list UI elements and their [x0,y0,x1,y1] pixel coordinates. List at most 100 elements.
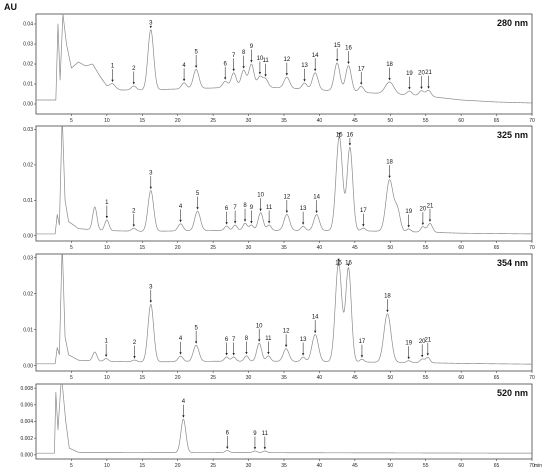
x-tick-label: 50 [388,245,394,251]
x-tick-label: 10 [104,118,110,124]
x-tick-label: 5 [70,463,73,469]
x-tick-label: 50 [388,118,394,124]
peak-label: 1 [105,200,109,206]
y-tick-label: 0.03 [23,255,33,261]
peak-21: 21 [424,337,432,356]
wavelength-label: 325 nm [497,130,528,140]
x-tick-label: 30 [246,463,252,469]
peak-label: 10 [256,323,263,329]
peak-9: 9 [250,205,254,224]
panel-frame [35,253,533,372]
x-unit-label: min [534,463,542,469]
peak-label: 12 [283,57,290,63]
peak-label: 14 [312,53,319,59]
wavelength-label: 280 nm [497,18,528,28]
peak-9: 9 [253,431,257,450]
x-tick-label: 60 [458,375,464,381]
x-tick-label: 70 [529,245,535,251]
y-tick-label: 0.00 [23,363,33,369]
peak-label: 10 [257,56,264,62]
peak-16: 16 [347,133,354,146]
peak-2: 2 [133,340,137,359]
peak-label: 6 [225,337,229,343]
x-tick-label: 65 [494,375,500,381]
peak-15: 15 [335,258,343,267]
y-tick-label: 0.008 [20,386,33,392]
y-tick-label: 0.04 [23,22,33,28]
peak-label: 6 [226,431,230,437]
peak-label: 4 [182,399,186,405]
peak-13: 13 [300,206,307,225]
y-tick-label: 0.01 [23,82,33,88]
peak-label: 11 [262,431,269,437]
peak-10: 10 [256,323,263,342]
peak-12: 12 [283,194,291,213]
peak-label: 15 [334,43,341,49]
y-tick-label: 0.03 [23,42,33,48]
peak-label: 11 [262,58,269,64]
peak-4: 4 [179,336,183,355]
y-tick-label: 0.02 [23,62,33,68]
x-tick-label: 65 [494,463,500,469]
peak-label: 18 [384,294,391,300]
peak-15: 15 [334,43,341,62]
x-tick-label: 35 [281,463,287,469]
y-tick-label: 0.01 [23,198,33,204]
x-tick-label: 20 [175,375,181,381]
x-tick-label: 70 [529,118,535,124]
peak-label: 21 [427,203,434,209]
x-tick-label: 15 [140,245,146,251]
peak-6: 6 [226,431,230,450]
x-tick-label: 25 [210,245,216,251]
chromatogram-trace [36,126,532,235]
peak-1: 1 [105,200,109,219]
x-tick-label: 45 [352,375,358,381]
peak-label: 15 [336,133,343,139]
y-tick-label: 0.02 [23,163,33,169]
peak-label: 17 [360,208,367,214]
peak-label: 21 [425,70,432,76]
wavelength-label: 354 nm [497,258,528,268]
y-tick-label: 0.01 [23,327,33,333]
peak-13: 13 [300,337,307,356]
peak-label: 7 [232,337,236,343]
peak-5: 5 [194,325,198,344]
peak-label: 8 [242,50,246,56]
panel-2: 354 nm0.000.010.020.035 10 15 20 25 30 35 40 45 5… [23,253,535,381]
peak-label: 6 [225,206,229,212]
panel-frame [35,125,533,242]
peak-label: 5 [194,49,198,55]
peak-label: 11 [266,205,273,211]
x-tick-label: 50 [388,375,394,381]
x-tick-label: 60 [458,245,464,251]
x-tick-label: 60 [458,463,464,469]
peak-label: 9 [253,431,257,437]
peak-11: 11 [266,205,273,224]
peak-1: 1 [104,339,108,358]
peak-label: 11 [265,336,272,342]
peak-7: 7 [232,53,236,72]
y-tick-label: 0.00 [23,233,33,239]
peak-5: 5 [194,49,198,68]
peak-label: 2 [132,208,136,214]
peak-20: 20 [420,207,427,226]
x-tick-label: 55 [423,245,429,251]
x-tick-label: 55 [423,463,429,469]
x-tick-label: 25 [210,118,216,124]
x-tick-label: 5 [70,245,73,251]
y-tick-label: 0.00 [23,102,33,108]
peak-10: 10 [257,56,264,75]
y-tick-label: 0.006 [20,403,33,409]
x-tick-label: 5 [70,118,73,124]
peak-19: 19 [406,71,413,90]
peak-label: 13 [301,63,308,69]
x-tick-label: 10 [104,463,110,469]
peak-label: 19 [405,341,412,347]
peak-21: 21 [425,70,433,89]
peak-15: 15 [336,133,343,139]
peak-4: 4 [182,63,186,82]
peak-label: 12 [283,329,290,335]
peak-label: 8 [245,336,249,342]
peak-13: 13 [301,63,309,82]
